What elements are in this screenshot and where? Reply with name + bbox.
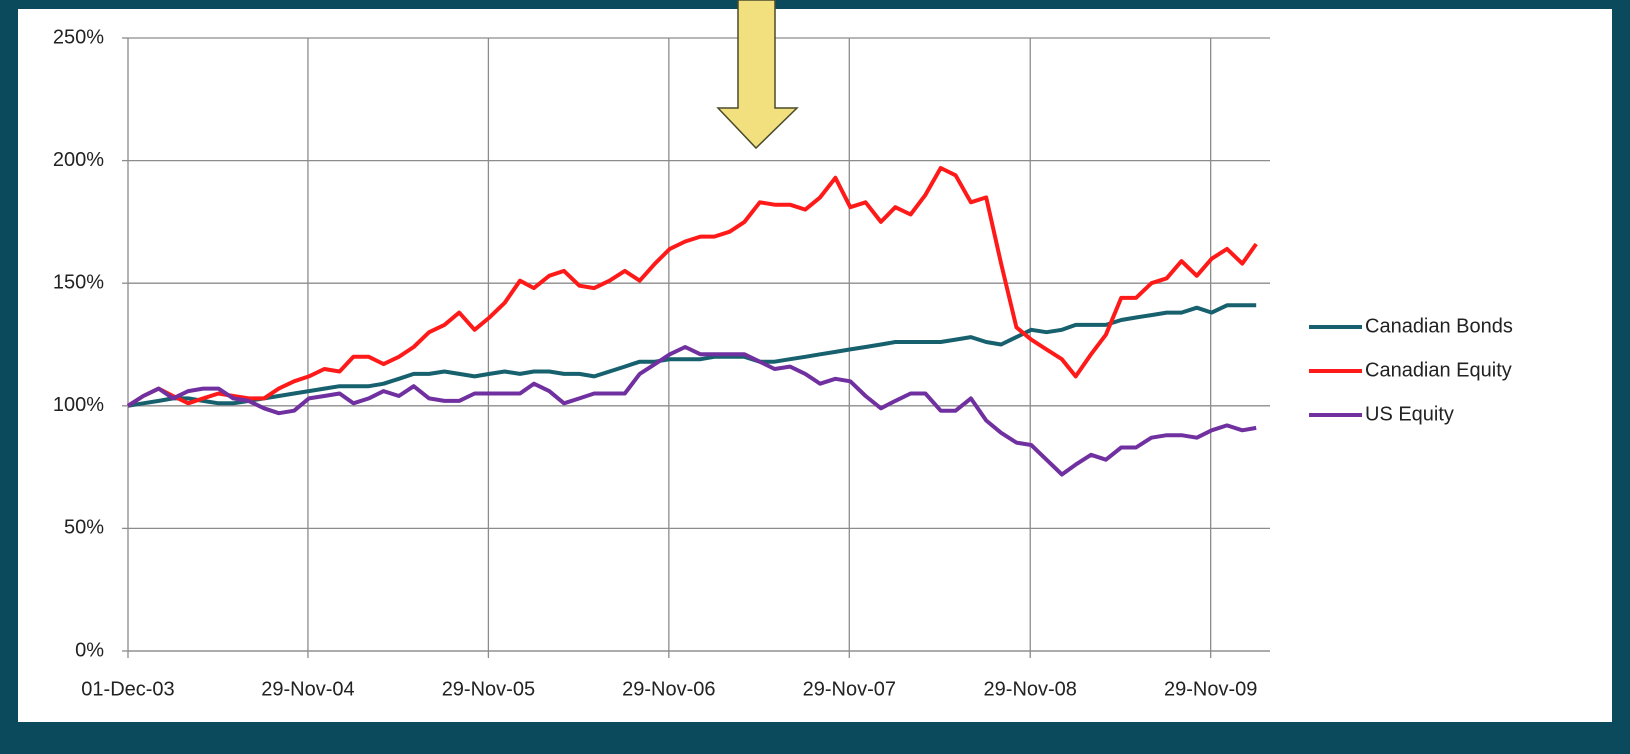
- legend-label: Canadian Equity: [1365, 359, 1512, 381]
- arrow-annotation: [716, 0, 799, 150]
- x-tick-label: 01-Dec-03: [81, 678, 174, 700]
- legend-label: Canadian Bonds: [1365, 315, 1513, 337]
- x-tick-label: 29-Nov-09: [1164, 678, 1257, 700]
- x-tick-label: 29-Nov-06: [622, 678, 715, 700]
- series-line: [126, 166, 1258, 408]
- x-tick-label: 29-Nov-05: [442, 678, 535, 700]
- y-tick-label: 150%: [53, 271, 104, 293]
- y-tick-label: 50%: [64, 517, 104, 539]
- y-tick-label: 100%: [53, 394, 104, 416]
- y-tick-label: 200%: [53, 149, 104, 171]
- x-tick-label: 29-Nov-04: [261, 678, 354, 700]
- y-tick-label: 250%: [53, 26, 104, 48]
- chart-panel: [18, 9, 1612, 722]
- x-tick-label: 29-Nov-07: [803, 678, 896, 700]
- plot-area: 0% 50% 100% 150% 200% 250% 01-Dec-03 29-Nov-04 2…: [53, 26, 1513, 700]
- series-line: [126, 345, 1257, 477]
- legend-label: US Equity: [1365, 403, 1454, 425]
- series-line: [127, 303, 1257, 408]
- y-tick-label: 0%: [75, 639, 104, 661]
- x-tick-label: 29-Nov-08: [984, 678, 1077, 700]
